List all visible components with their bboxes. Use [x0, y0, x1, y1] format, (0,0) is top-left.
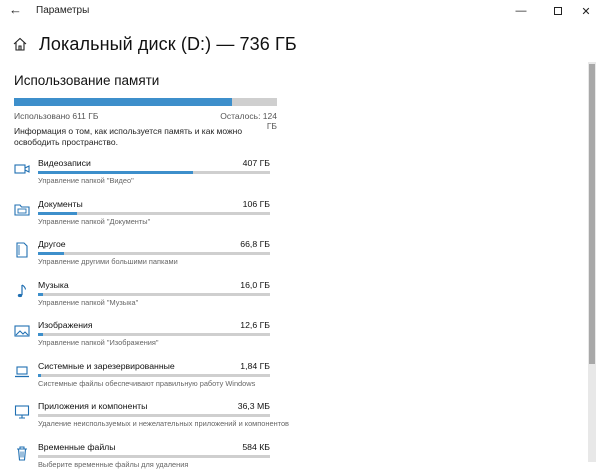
laptop-icon	[14, 364, 30, 380]
category-size: 12,6 ГБ	[240, 320, 270, 330]
trash-icon	[14, 445, 30, 461]
scrollbar[interactable]	[588, 62, 596, 462]
category-item[interactable]: Другое 66,8 ГБ Управление другими большими…	[0, 238, 300, 276]
category-item[interactable]: Документы 106 ГБ Управление папкой "Докуме…	[0, 198, 300, 236]
category-name: Приложения и компоненты	[38, 401, 148, 411]
category-usage-bar	[38, 292, 270, 296]
category-size: 16,0 ГБ	[240, 279, 270, 290]
total-usage-bar	[14, 98, 277, 106]
category-item[interactable]: Системные и зарезервированные 1,84 ГБ Сист…	[0, 360, 300, 398]
music-note-icon	[14, 283, 30, 299]
category-subtitle: Управление папкой "Документы"	[38, 216, 151, 226]
category-size: 1,84 ГБ	[240, 360, 270, 371]
category-usage-fill	[38, 171, 194, 174]
scrollbar-thumb[interactable]	[589, 64, 595, 364]
category-name: Изображения	[38, 320, 93, 330]
category-usage-fill	[38, 211, 78, 215]
category-subtitle: Управление папкой "Музыка"	[38, 297, 139, 307]
close-button[interactable]: ✕	[581, 5, 591, 18]
category-item[interactable]: Изображения 12,6 ГБ Управление папкой "Изо…	[0, 319, 300, 357]
category-usage-bar	[38, 333, 270, 336]
window-title: Параметры	[36, 5, 90, 16]
minimize-button[interactable]: —	[515, 5, 527, 17]
category-size: 584 КБ	[242, 441, 270, 452]
category-usage-bar	[38, 454, 270, 458]
category-name: Документы	[38, 198, 83, 209]
free-label: Осталось: 124 ГБ	[220, 111, 277, 131]
category-subtitle: Удаление неиспользуемых и нежелательных …	[38, 419, 289, 428]
category-subtitle: Выберите временные файлы для удаления	[38, 459, 189, 469]
category-name: Временные файлы	[38, 441, 116, 452]
page-title: Локальный диск (D:) — 736 ГБ	[39, 34, 297, 54]
category-name: Другое	[38, 239, 66, 249]
category-item[interactable]: Музыка 16,0 ГБ Управление папкой "Музыка"	[0, 279, 300, 317]
video-icon	[14, 161, 30, 177]
category-name: Видеозаписи	[38, 158, 91, 168]
category-usage-bar	[38, 373, 270, 377]
category-item[interactable]: Приложения и компоненты 36,3 МБ Удаление н…	[0, 400, 300, 438]
category-usage-fill	[38, 292, 43, 296]
category-size: 106 ГБ	[242, 198, 270, 209]
category-subtitle: Управление папкой "Изображения"	[38, 338, 159, 347]
back-arrow-icon[interactable]: ←	[9, 2, 22, 17]
category-size: 407 ГБ	[242, 158, 270, 168]
document-icon	[14, 242, 30, 258]
category-usage-fill	[38, 373, 42, 377]
category-item[interactable]: Временные файлы 584 КБ Выберите временные …	[0, 441, 300, 469]
image-icon	[14, 323, 30, 339]
category-name: Системные и зарезервированные	[38, 360, 175, 371]
info-text: Информация о том, как используется памят…	[14, 126, 243, 147]
used-label: Использовано 611 ГБ	[14, 111, 99, 121]
maximize-button[interactable]	[543, 0, 573, 22]
category-usage-fill	[38, 252, 64, 255]
category-usage-fill	[38, 333, 43, 336]
page-header: Локальный диск (D:) — 736 ГБ	[0, 28, 600, 62]
category-usage-bar	[38, 414, 270, 417]
category-subtitle: Управление другими большими папками	[38, 257, 178, 266]
title-bar: ← Параметры — ✕	[0, 0, 600, 22]
total-usage-fill	[14, 98, 233, 106]
category-item[interactable]: Видеозаписи 407 ГБ Управление папкой "Виде…	[0, 157, 300, 195]
category-subtitle: Системные файлы обеспечивают правильную …	[38, 378, 256, 388]
category-size: 36,3 МБ	[237, 401, 270, 411]
category-usage-bar	[38, 211, 270, 215]
category-subtitle: Управление папкой "Видео"	[38, 176, 134, 185]
home-icon[interactable]	[13, 37, 27, 51]
category-name: Музыка	[38, 279, 69, 290]
maximize-icon	[554, 7, 562, 15]
section-title: Использование памяти	[14, 73, 160, 88]
category-usage-bar	[38, 252, 270, 255]
monitor-icon	[14, 404, 30, 420]
category-usage-bar	[38, 171, 270, 174]
category-size: 66,8 ГБ	[240, 239, 270, 249]
folder-icon	[14, 202, 30, 218]
